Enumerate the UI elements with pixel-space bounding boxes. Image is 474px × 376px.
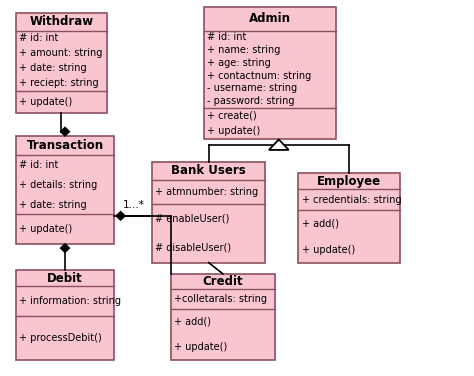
Polygon shape xyxy=(61,244,69,252)
Text: + amount: string: + amount: string xyxy=(19,48,102,58)
FancyBboxPatch shape xyxy=(16,270,115,360)
Text: + update(): + update() xyxy=(301,244,355,255)
Polygon shape xyxy=(117,212,125,220)
Text: Admin: Admin xyxy=(249,12,291,26)
Text: + add(): + add() xyxy=(174,317,211,327)
Text: - password: string: - password: string xyxy=(207,96,295,106)
Text: + credentials: string: + credentials: string xyxy=(301,195,401,205)
Text: # id: int: # id: int xyxy=(207,32,246,42)
Text: # id: int: # id: int xyxy=(19,160,58,170)
Text: + update(): + update() xyxy=(19,97,72,107)
FancyBboxPatch shape xyxy=(16,136,115,244)
FancyBboxPatch shape xyxy=(16,12,108,113)
Text: + update(): + update() xyxy=(174,342,228,352)
Text: # enableUser(): # enableUser() xyxy=(155,213,230,223)
Text: + update(): + update() xyxy=(19,224,72,234)
FancyBboxPatch shape xyxy=(152,162,265,263)
Text: Transaction: Transaction xyxy=(27,139,103,152)
Text: + reciept: string: + reciept: string xyxy=(19,78,99,88)
Polygon shape xyxy=(269,139,289,150)
Text: # id: int: # id: int xyxy=(19,33,58,43)
Text: + details: string: + details: string xyxy=(19,180,97,190)
Text: Employee: Employee xyxy=(317,174,381,188)
Text: + contactnum: string: + contactnum: string xyxy=(207,71,311,80)
FancyBboxPatch shape xyxy=(171,274,275,360)
Polygon shape xyxy=(61,127,69,136)
Text: + processDebit(): + processDebit() xyxy=(19,333,101,343)
Text: + atmnumber: string: + atmnumber: string xyxy=(155,187,259,197)
Text: # disableUser(): # disableUser() xyxy=(155,243,232,253)
Text: + age: string: + age: string xyxy=(207,58,271,68)
Text: Bank Users: Bank Users xyxy=(172,164,246,177)
Text: 1...*: 1...* xyxy=(122,200,144,210)
Text: + name: string: + name: string xyxy=(207,45,281,55)
Text: + create(): + create() xyxy=(207,111,257,121)
Text: Credit: Credit xyxy=(202,275,243,288)
Text: - username: string: - username: string xyxy=(207,83,298,93)
Text: + date: string: + date: string xyxy=(19,200,86,209)
FancyBboxPatch shape xyxy=(298,173,400,263)
FancyBboxPatch shape xyxy=(204,7,336,139)
Text: + date: string: + date: string xyxy=(19,63,86,73)
Text: Withdraw: Withdraw xyxy=(29,15,93,28)
Text: Debit: Debit xyxy=(47,272,83,285)
Text: + add(): + add() xyxy=(301,218,338,228)
Text: + information: string: + information: string xyxy=(19,296,121,306)
Text: + update(): + update() xyxy=(207,126,261,136)
Text: +colletarals: string: +colletarals: string xyxy=(174,294,267,304)
